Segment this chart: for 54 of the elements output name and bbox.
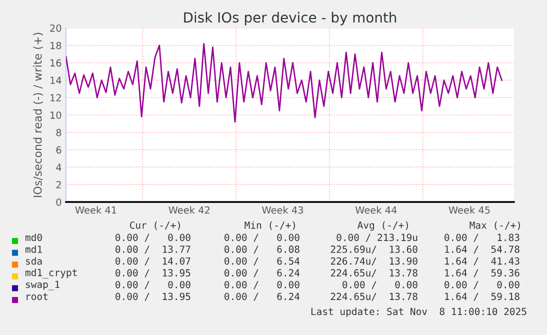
x-tick-label: Week 43 [262,206,304,214]
text: 224.65u/ 13.78 [330,269,418,278]
text: Cur (-/+) [130,221,180,230]
legend-label: md1_crypt [26,268,77,278]
text: 0.00 / 13.77 [116,246,190,254]
text: 1.64 / 59.18 [445,292,520,301]
text: 0.00 / 0.00 [116,280,190,290]
text: Max (-/+) [470,221,520,230]
text: Last update: Sat Nov 8 11:00:10 2025 [311,308,526,318]
text: 0.00 / 0.00 [224,280,300,290]
y-tick-label: 12 [50,94,61,102]
text: 0.00 / 6.24 [224,269,300,278]
text: 0.00 / 6.54 [224,257,300,266]
text: 0.00 / 14.07 [116,257,190,266]
chart-title: Disk IOs per device - by month [184,12,396,26]
legend-label: md1 [26,245,42,253]
text: Avg (-/+) [358,221,408,231]
y-tick-label: 10 [50,111,62,119]
y-tick-label: 4 [56,164,62,171]
text: 0.00 / 0.00 [342,280,418,290]
y-axis-title: IOs/second read (-) / write (+) [33,32,44,198]
text: 0.00 / 0.00 [444,280,520,290]
y-tick-label: 16 [50,59,62,67]
legend-label: swap_1 [26,280,60,290]
legend-label: sda [26,257,42,265]
text: 0.00 / 13.95 [116,269,190,278]
x-tick-label: Week 45 [448,206,490,214]
text: 226.74u/ 13.90 [330,257,418,266]
text: 0.00 / 6.24 [224,292,300,301]
text: 0.00 / 0.00 [116,234,190,242]
text: 0.00 / 213.19u [336,234,418,242]
x-tick-label: Week 42 [168,206,210,214]
text: 1.64 / 54.78 [445,246,520,254]
y-tick-label: 0 [56,198,62,206]
text: 0.00 / 1.83 [444,234,520,242]
line-series [66,42,502,123]
x-tick-label: Week 41 [75,206,116,214]
y-tick-label: 6 [56,146,62,154]
x-tick-label: Week 44 [355,206,397,214]
text: 0.00 / 0.00 [224,234,300,242]
text: 1.64 / 59.36 [445,269,520,278]
y-tick-label: 2 [56,181,61,188]
legend-label: md0 [26,234,42,242]
text: 225.69u/ 13.60 [330,246,418,254]
y-tick-label: 14 [50,76,62,84]
text: 0.00 / 13.95 [116,292,190,301]
legend-label: root [26,293,48,300]
text: Min (-/+) [244,221,295,230]
text: 1.64 / 41.43 [445,257,520,266]
text: 0.00 / 6.08 [224,246,300,254]
y-tick-label: 18 [50,42,62,50]
text: 224.65u/ 13.78 [330,292,418,301]
y-tick-label: 8 [56,128,62,136]
y-tick-label: 20 [50,24,62,32]
